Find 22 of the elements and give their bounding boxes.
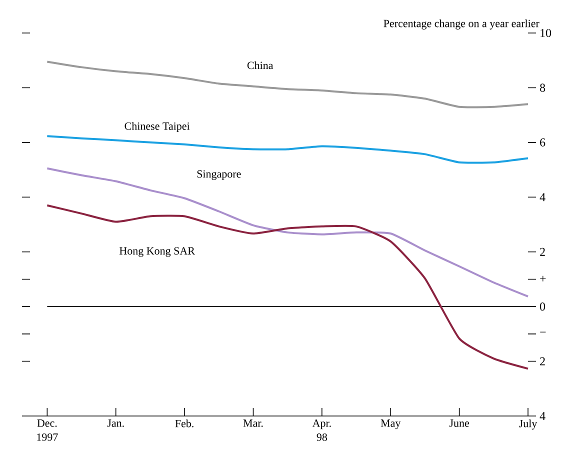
text: Hong Kong SAR (120, 247, 195, 257)
y-tick-label: 10 (540, 28, 552, 38)
y-tick-label: 2 (540, 248, 545, 256)
x-tick-label: Jan. (107, 420, 124, 427)
x-tick-label: July (519, 420, 538, 430)
y-tick-label: 4 (540, 193, 546, 202)
y-tick-label: 2 (540, 357, 545, 366)
x-tick-label: May (380, 420, 401, 430)
series-label: Chinese Taipei (124, 122, 190, 132)
x-tick-label: Mar. (243, 420, 263, 427)
x-tick-label: June (449, 420, 470, 427)
y-tick-label: 8 (540, 84, 546, 92)
series-label: China (247, 61, 274, 70)
x-tick-label: Dec. 1997 (37, 420, 58, 441)
x-tick-label: Apr. 98 (312, 420, 331, 441)
y-tick-label: 0 (540, 302, 546, 311)
y-tick-label: 4 (540, 412, 546, 420)
x-tick-label: Feb. (175, 420, 194, 428)
series-label: Singapore (197, 170, 241, 180)
y-axis-title: Percentage change on a year earlier (384, 19, 540, 30)
y-tick-label: + (540, 276, 546, 282)
y-tick-label: 6 (540, 138, 546, 146)
